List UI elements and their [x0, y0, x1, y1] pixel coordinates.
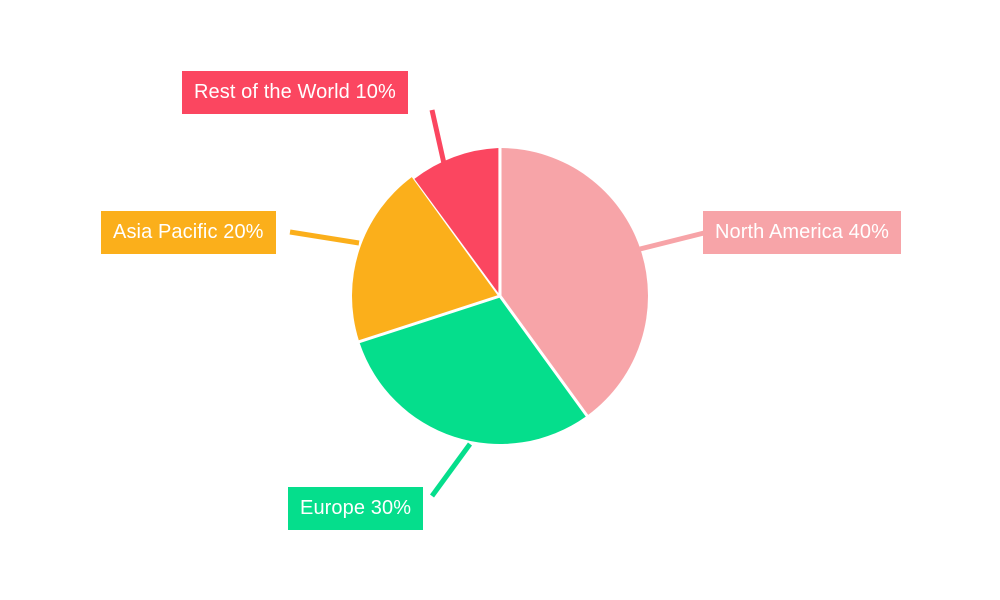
pie-slice-europe[interactable] — [359, 297, 586, 445]
pie-slice-asia-pacific[interactable] — [352, 177, 498, 341]
pie-label-rest-of-world-text: Rest of the World 10% — [194, 81, 396, 103]
pie-label-asia-pacific-text: Asia Pacific 20% — [113, 221, 264, 243]
leader-line-asia-pacific — [289, 229, 360, 246]
pie-slices — [352, 148, 649, 445]
pie-label-north-america[interactable]: North America 40% — [703, 211, 901, 254]
pie-label-north-america-text: North America 40% — [715, 221, 889, 243]
leader-line-europe — [429, 442, 473, 498]
pie-slice-rest-of-world[interactable] — [414, 148, 499, 293]
pie-slice-north-america[interactable] — [501, 148, 649, 415]
pie-label-europe-text: Europe 30% — [300, 497, 412, 519]
pie-label-europe[interactable]: Europe 30% — [288, 487, 424, 530]
pie-label-asia-pacific[interactable]: Asia Pacific 20% — [101, 211, 276, 254]
pie-label-rest-of-world[interactable]: Rest of the World 10% — [182, 71, 408, 114]
